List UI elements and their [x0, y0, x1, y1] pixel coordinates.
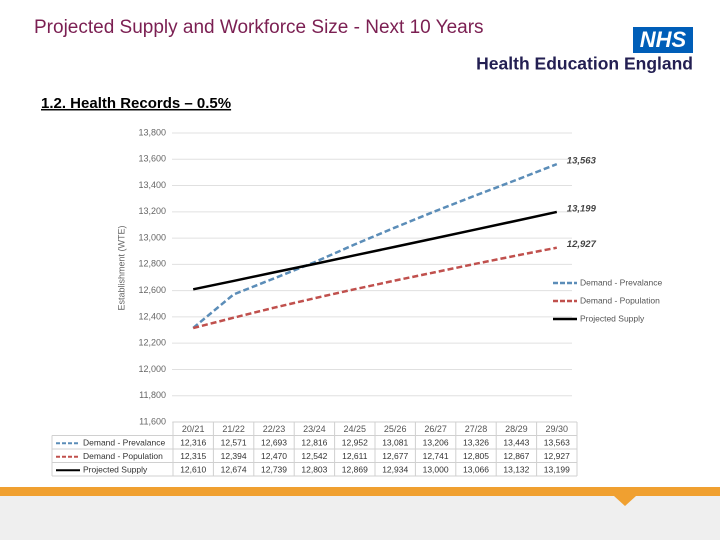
legend-label: Demand - Prevalance	[580, 277, 662, 287]
table-cell: 12,571	[221, 438, 247, 448]
x-tick-label: 28/29	[505, 424, 528, 434]
table-cell: 12,816	[301, 438, 327, 448]
table-cell: 13,563	[544, 438, 570, 448]
y-tick-label: 13,600	[138, 154, 166, 164]
legend-label: Projected Supply	[580, 313, 645, 323]
table-cell: 12,542	[301, 451, 327, 461]
end-label: 13,199	[567, 203, 597, 214]
table-cell: 12,610	[180, 465, 206, 475]
footer-bar	[0, 487, 720, 496]
table-cell: 12,693	[261, 438, 287, 448]
x-tick-label: 27/28	[465, 424, 488, 434]
slide-title: Projected Supply and Workforce Size - Ne…	[34, 17, 484, 38]
table-cell: 12,674	[221, 465, 247, 475]
x-tick-label: 21/22	[222, 424, 245, 434]
y-tick-label: 13,400	[138, 180, 166, 190]
table-cell: 13,443	[503, 438, 529, 448]
y-tick-label: 12,000	[138, 364, 166, 374]
table-cell: 12,741	[423, 451, 449, 461]
logo-box	[633, 27, 693, 53]
table-cell: 13,199	[544, 465, 570, 475]
series-line	[192, 162, 558, 329]
y-tick-label: 13,000	[138, 232, 166, 242]
y-tick-label: 13,800	[138, 127, 166, 137]
table-cell: 12,803	[301, 465, 327, 475]
table-cell: 13,066	[463, 465, 489, 475]
end-label: 13,563	[567, 156, 597, 167]
table-cell: 12,934	[382, 465, 408, 475]
table-cell: 12,315	[180, 451, 206, 461]
table-cell: 12,867	[503, 451, 529, 461]
table-series-name: Demand - Population	[83, 451, 163, 461]
table-cell: 13,206	[423, 438, 449, 448]
table-cell: 12,952	[342, 438, 368, 448]
plot: 11,600 11,800 12,000 12,200 12,400 12,600 12,8…	[51, 127, 662, 477]
table-cell: 12,677	[382, 451, 408, 461]
x-tick-label: 22/23	[263, 424, 286, 434]
footer	[0, 496, 720, 540]
table-series-name: Demand - Prevalance	[83, 438, 165, 448]
x-tick-label: 24/25	[344, 424, 367, 434]
y-tick-label: 13,200	[138, 206, 166, 216]
table-series-name: Projected Supply	[83, 465, 148, 475]
y-axis-label: Establishment (WTE)	[116, 225, 126, 310]
series-line	[192, 246, 558, 330]
legend-label: Demand - Population	[580, 295, 660, 305]
y-tick-label: 12,600	[138, 285, 166, 295]
table-cell: 12,805	[463, 451, 489, 461]
x-tick-label: 29/30	[546, 424, 569, 434]
table-cell: 12,611	[342, 451, 368, 461]
table-cell: 12,739	[261, 465, 287, 475]
subtitle: 1.2. Health Records – 0.5%	[41, 95, 231, 112]
table-cell: 12,470	[261, 451, 287, 461]
x-tick-label: 25/26	[384, 424, 407, 434]
x-tick-label: 23/24	[303, 424, 326, 434]
table-cell: 12,927	[544, 451, 570, 461]
y-tick-label: 12,200	[138, 338, 166, 348]
org-name: Health Education England	[476, 54, 693, 74]
table-cell: 13,081	[382, 438, 408, 448]
x-tick-label: 20/21	[182, 424, 205, 434]
table-cell: 13,326	[463, 438, 489, 448]
y-tick-label: 12,800	[138, 259, 166, 269]
table-cell: 12,869	[342, 465, 368, 475]
end-label: 12,927	[567, 239, 597, 250]
logo-text: NHS	[640, 27, 687, 52]
x-tick-label: 26/27	[424, 424, 447, 434]
series-line	[192, 210, 558, 291]
table-cell: 12,394	[221, 451, 247, 461]
footer-notch	[614, 496, 636, 506]
table-cell: 13,000	[423, 465, 449, 475]
y-tick-label: 11,600	[139, 416, 166, 426]
table-cell: 12,316	[180, 438, 206, 448]
y-tick-label: 11,800	[139, 390, 166, 400]
table-cell: 13,132	[503, 465, 529, 475]
y-tick-label: 12,400	[138, 311, 166, 321]
